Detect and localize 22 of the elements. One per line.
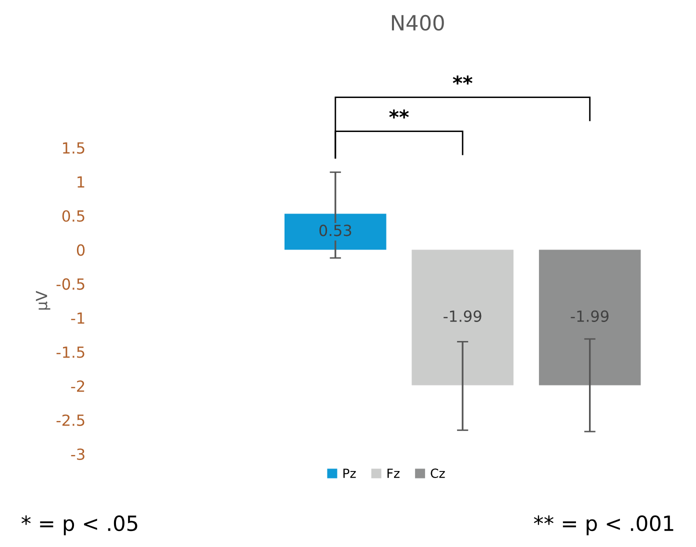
text: ** <box>452 75 472 84</box>
data-label: 0.53 <box>319 224 352 236</box>
text: * = p < .05 <box>22 515 138 536</box>
y-axis-title: µV <box>36 290 50 310</box>
y-tick-label: -2.5 <box>56 414 84 426</box>
text: ** <box>389 109 409 119</box>
y-tick-label: -1 <box>71 312 84 324</box>
y-tick-label: -1.5 <box>56 346 84 358</box>
legend-label: Pz <box>343 468 356 478</box>
chart-title: N400 <box>392 14 444 31</box>
legend-label: Cz <box>430 468 445 478</box>
legend-label: Fz <box>388 468 400 478</box>
data-label: -1.99 <box>570 310 609 322</box>
y-tick-label: 1 <box>78 176 84 188</box>
y-tick-label: 1.5 <box>63 142 84 154</box>
data-label: -1.99 <box>444 310 482 322</box>
y-tick-label: -0.5 <box>56 278 84 290</box>
y-tick-label: 0.5 <box>62 210 84 222</box>
y-tick-label: 0 <box>76 244 85 256</box>
y-tick-label: -2 <box>71 380 84 392</box>
y-tick-label: -3 <box>71 448 84 460</box>
text: ** = p < .001 <box>534 515 674 536</box>
